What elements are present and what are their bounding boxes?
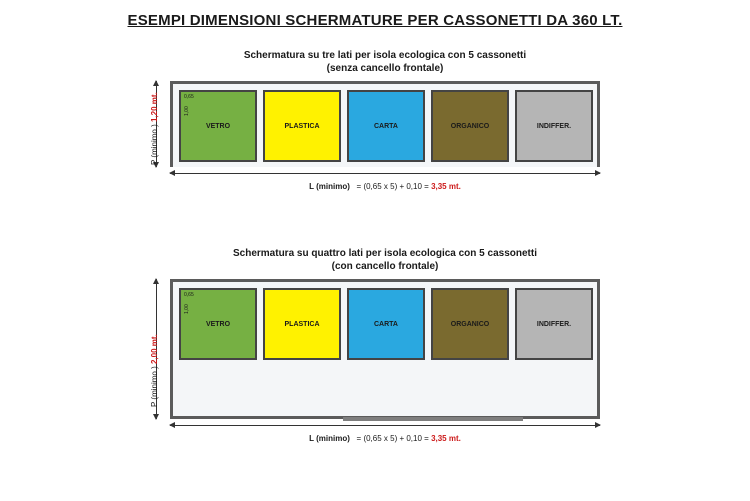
bin-label: CARTA [374,123,398,130]
panel1-length-dim: L (minimo) = (0,65 x 5) + 0,10 = 3,35 mt… [170,182,600,191]
panel2-title: Schermatura su quattro lati per isola ec… [170,248,600,273]
panel2-h-dim-line [170,425,600,426]
bin-vetro: VETRO 0,65 1,00 [179,90,257,162]
bin-width-dim: 0,65 [184,94,194,100]
bin-width-dim: 0,65 [184,292,194,298]
panel1-length-formula: = (0,65 x 5) + 0,10 = [357,182,429,191]
bin-plastica: PLASTICA [263,90,341,162]
panel1-title: Schermatura su tre lati per isola ecolog… [170,50,600,75]
bin-indiffer: INDIFFER. [515,288,593,360]
bin-label: PLASTICA [285,123,320,130]
panel1-h-dim-line [170,173,600,174]
bin-label: INDIFFER. [537,123,571,130]
panel2-length-formula: = (0,65 x 5) + 0,10 = [357,434,429,443]
panel1-depth-value: 1,20 mt. [150,92,159,122]
panel1-length-value: 3,35 mt. [431,182,461,191]
bin-label: PLASTICA [285,321,320,328]
panel2-length-label: L (minimo) [309,434,350,443]
bin-organico: ORGANICO [431,288,509,360]
panel1-depth-label: P (minimo ) [150,124,159,165]
bin-label: VETRO [206,123,230,130]
bin-label: ORGANICO [451,123,490,130]
bin-organico: ORGANICO [431,90,509,162]
panel2-title-line1: Schermatura su quattro lati per isola ec… [170,248,600,261]
bin-height-dim: 1,00 [184,304,190,314]
panel1-enclosure: VETRO 0,65 1,00 PLASTICA CARTA ORGANICO INDIFF… [170,81,600,167]
bin-plastica: PLASTICA [263,288,341,360]
bin-label: ORGANICO [451,321,490,328]
bin-vetro: VETRO 0,65 1,00 [179,288,257,360]
bin-label: INDIFFER. [537,321,571,328]
panel2-depth-dim: P (minimo ) 2,00 mt. [150,334,159,407]
bin-height-dim: 1,00 [184,106,190,116]
panel2-depth-label: P (minimo ) [150,366,159,407]
panel1-bins: VETRO 0,65 1,00 PLASTICA CARTA ORGANICO INDIFF… [179,90,593,162]
panel2-bins: VETRO 0,65 1,00 PLASTICA CARTA ORGANICO INDIFF… [179,288,593,360]
panel2-title-line2: (con cancello frontale) [170,261,600,274]
panel1-length-label: L (minimo) [309,182,350,191]
bin-label: VETRO [206,321,230,328]
bin-label: CARTA [374,321,398,328]
bin-carta: CARTA [347,288,425,360]
panel2-length-value: 3,35 mt. [431,434,461,443]
panel2-length-dim: L (minimo) = (0,65 x 5) + 0,10 = 3,35 mt… [170,434,600,443]
panel1-depth-dim: P (minimo ) 1,20 mt. [150,92,159,165]
panel-four-sides: Schermatura su quattro lati per isola ec… [170,248,600,443]
bin-carta: CARTA [347,90,425,162]
panel2-depth-value: 2,00 mt. [150,334,159,364]
panel1-title-line2: (senza cancello frontale) [170,63,600,76]
panel1-title-line1: Schermatura su tre lati per isola ecolog… [170,50,600,63]
panel2-enclosure: VETRO 0,65 1,00 PLASTICA CARTA ORGANICO INDIFF… [170,279,600,419]
page-title: ESEMPI DIMENSIONI SCHERMATURE PER CASSON… [0,0,750,29]
front-gate [343,417,523,421]
bin-indiffer: INDIFFER. [515,90,593,162]
panel-three-sides: Schermatura su tre lati per isola ecolog… [170,50,600,191]
